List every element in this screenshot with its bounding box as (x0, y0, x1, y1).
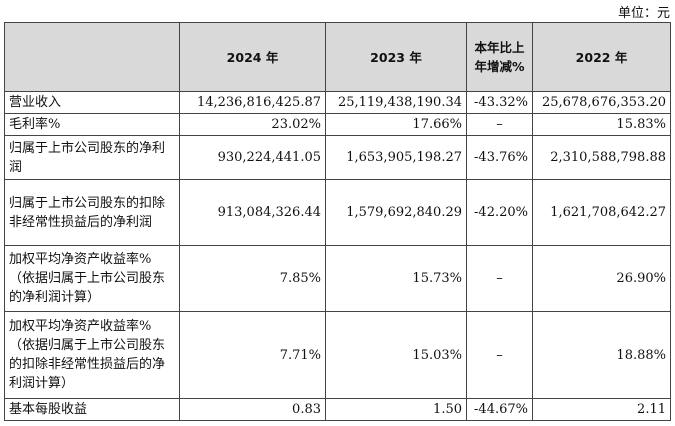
table-row: 归属于上市公司股东的扣除非经常性损益后的净利润 913,084,326.44 1… (4, 179, 671, 246)
unit-label: 单位：元 (617, 6, 670, 21)
cell-2024: 7.85% (179, 245, 326, 312)
cell-2023: 17.66% (325, 113, 467, 136)
table-row: 归属于上市公司股东的净利润 930,224,441.05 1,653,905,1… (4, 135, 671, 180)
row-label: 归属于上市公司股东的净利润 (4, 135, 180, 180)
row-label: 基本每股收益 (4, 398, 180, 421)
cell-2023: 1.50 (325, 398, 467, 421)
cell-2022: 2.11 (532, 398, 671, 421)
cell-2024: 14,236,816,425.87 (179, 91, 326, 114)
cell-2022: 1,621,708,642.27 (532, 179, 671, 246)
cell-2024: 930,224,441.05 (179, 135, 326, 180)
row-label: 毛利率% (4, 113, 180, 136)
cell-2023: 15.73% (325, 245, 467, 312)
row-label: 归属于上市公司股东的扣除非经常性损益后的净利润 (4, 179, 180, 246)
cell-change: -42.20% (466, 179, 533, 246)
cell-2022: 2,310,588,798.88 (532, 135, 671, 180)
row-label: 加权平均净资产收益率%（依据归属于上市公司股东的净利润计算） (4, 245, 180, 312)
cell-2022: 25,678,676,353.20 (532, 91, 671, 114)
table-row: 营业收入 14,236,816,425.87 25,119,438,190.34… (4, 91, 671, 114)
table-header-row: 2024 年 2023 年 本年比上年增减% 2022 年 (4, 22, 671, 92)
table-row: 加权平均净资产收益率%（依据归属于上市公司股东的净利润计算） 7.85% 15.… (4, 245, 671, 312)
row-label: 营业收入 (4, 91, 180, 114)
cell-change: – (466, 113, 533, 136)
cell-change: – (466, 245, 533, 312)
cell-2023: 25,119,438,190.34 (325, 91, 467, 114)
cell-2022: 26.90% (532, 245, 671, 312)
cell-2024: 0.83 (179, 398, 326, 421)
header-2022: 2022 年 (532, 22, 671, 92)
cell-2024: 23.02% (179, 113, 326, 136)
cell-2024: 7.71% (179, 311, 326, 399)
cell-change: -43.32% (466, 91, 533, 114)
cell-2023: 1,579,692,840.29 (325, 179, 467, 246)
table-row: 加权平均净资产收益率%（依据归属于上市公司股东的扣除非经常性损益后的净利润计算）… (4, 311, 671, 399)
table-row: 基本每股收益 0.83 1.50 -44.67% 2.11 (4, 398, 671, 421)
cell-2023: 15.03% (325, 311, 467, 399)
header-change: 本年比上年增减% (466, 22, 533, 92)
cell-change: -43.76% (466, 135, 533, 180)
cell-2022: 15.83% (532, 113, 671, 136)
header-2024: 2024 年 (179, 22, 326, 92)
cell-change: -44.67% (466, 398, 533, 421)
header-empty (4, 22, 180, 92)
cell-2023: 1,653,905,198.27 (325, 135, 467, 180)
header-2023: 2023 年 (325, 22, 467, 92)
financial-table: 2024 年 2023 年 本年比上年增减% 2022 年 营业收入 14,23… (4, 22, 671, 421)
cell-2022: 18.88% (532, 311, 671, 399)
cell-2024: 913,084,326.44 (179, 179, 326, 246)
row-label: 加权平均净资产收益率%（依据归属于上市公司股东的扣除非经常性损益后的净利润计算） (4, 311, 180, 399)
cell-change: – (466, 311, 533, 399)
table-row: 毛利率% 23.02% 17.66% – 15.83% (4, 113, 671, 136)
